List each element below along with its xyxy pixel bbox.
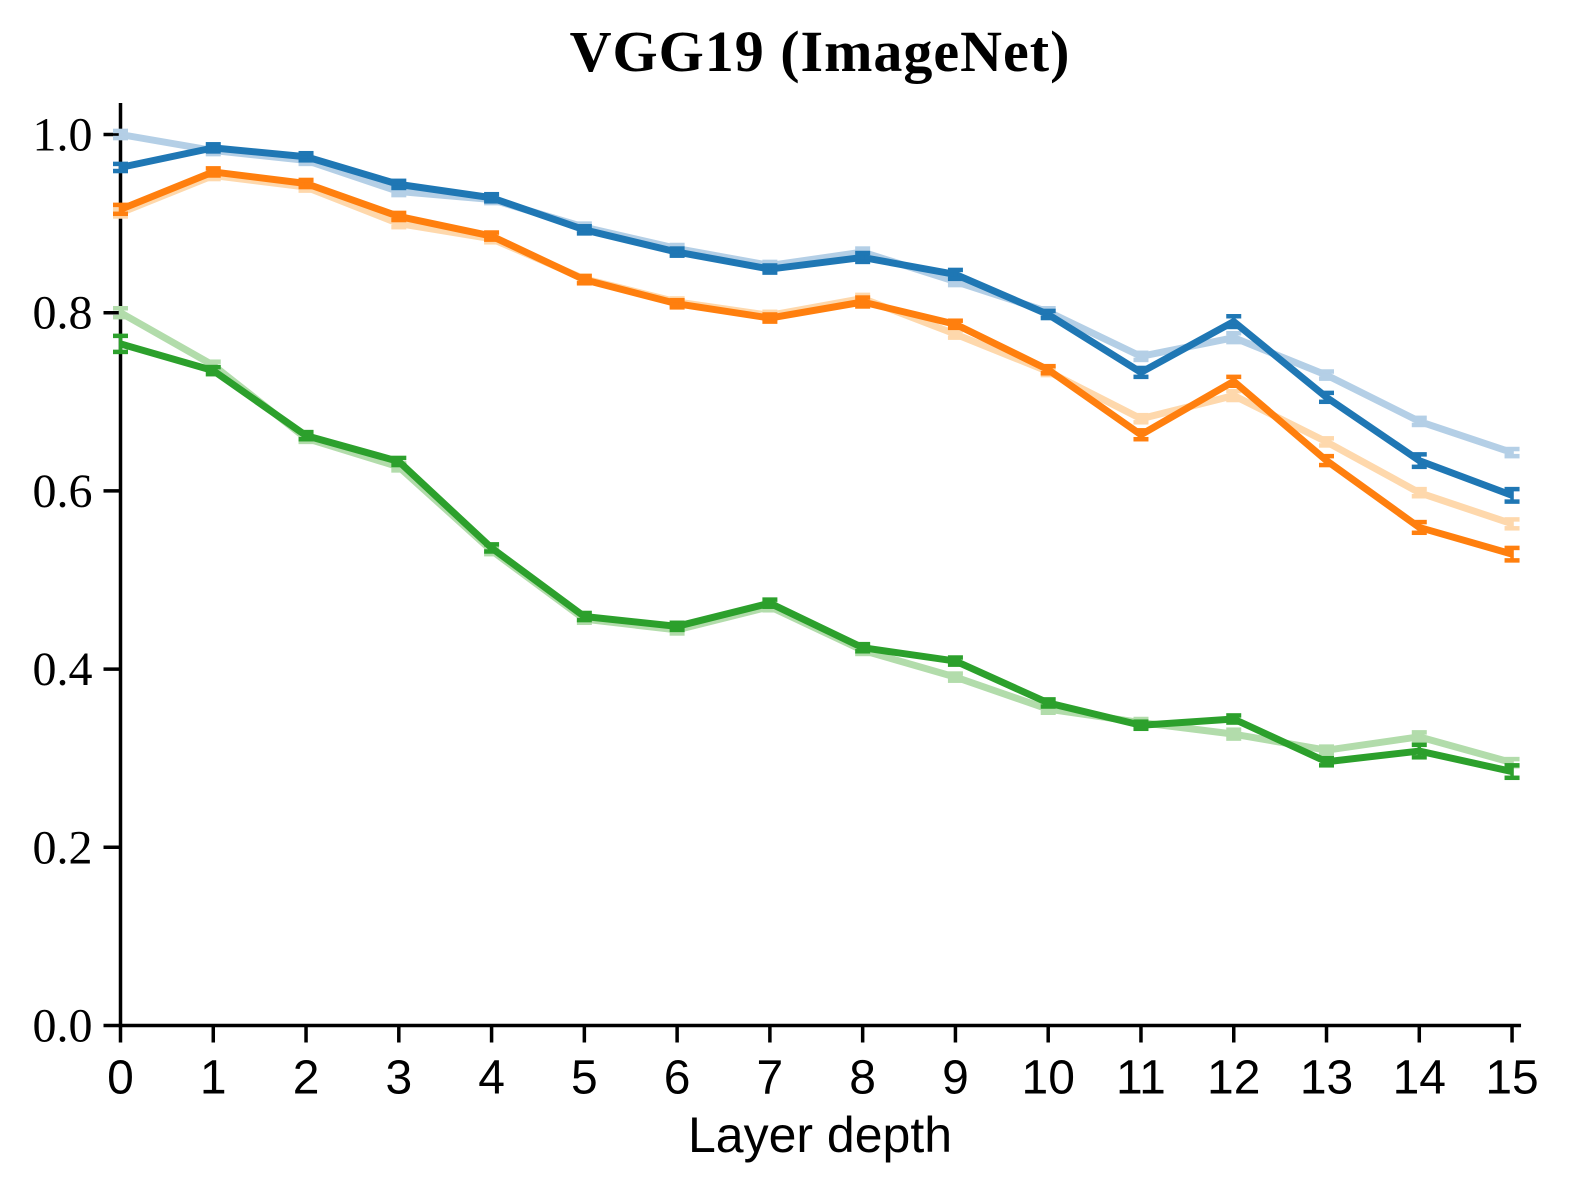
y-tick-label: 0.4 [33,643,93,696]
chart-title: VGG19 (ImageNet) [569,19,1071,84]
y-tick-label: 0.2 [33,821,93,874]
y-tick-label: 0.6 [33,465,93,518]
x-axis-label: Layer depth [687,1107,953,1163]
x-tick-label: 0 [107,1052,134,1105]
x-tick-label: 10 [1022,1052,1075,1105]
series-line-light-blue [119,131,1514,456]
x-tick-label: 8 [849,1052,876,1105]
y-tick-label: 1.0 [33,109,93,162]
series-line-dark-green [119,340,1513,775]
x-tick-label: 2 [293,1052,320,1105]
x-tick-label: 3 [385,1052,412,1105]
x-tick-label: 9 [942,1052,969,1105]
x-tick-label: 11 [1116,1052,1166,1105]
x-tick-label: 1 [200,1052,227,1105]
x-tick-label: 6 [664,1052,691,1105]
series-line-dark-orange [119,168,1514,558]
x-tick-label: 12 [1207,1052,1260,1105]
x-tick-label: 15 [1485,1052,1538,1105]
series-line-light-orange [119,171,1514,528]
x-tick-label: 13 [1300,1052,1353,1105]
x-tick-label: 7 [757,1052,784,1105]
series-line-dark-blue [119,144,1514,499]
x-tick-label: 14 [1393,1052,1446,1105]
x-tick-label: 4 [478,1052,505,1105]
y-tick-label: 0.8 [33,287,93,340]
y-tick-label: 0.0 [33,1000,93,1053]
x-tick-label: 5 [571,1052,598,1105]
